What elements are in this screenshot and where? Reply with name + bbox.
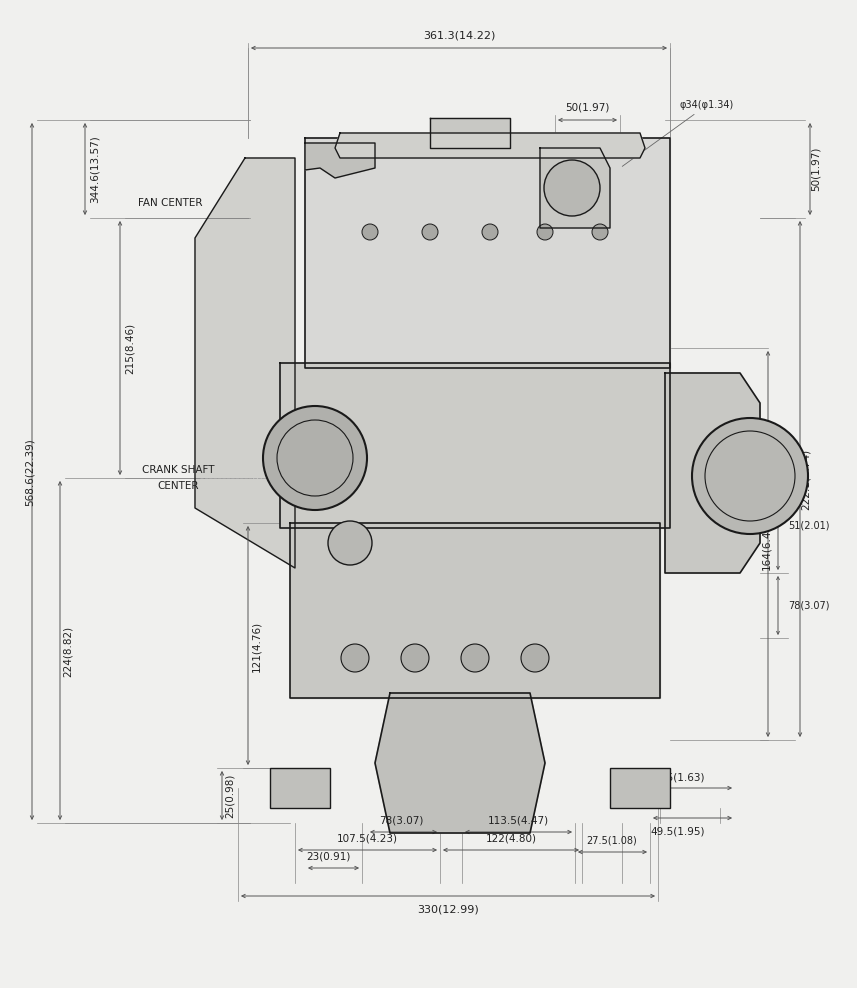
Text: 344.6(13.57): 344.6(13.57) — [90, 135, 100, 203]
Text: 27.5(1.08): 27.5(1.08) — [587, 835, 638, 845]
Bar — [270, 768, 330, 808]
Circle shape — [362, 224, 378, 240]
Bar — [610, 768, 670, 808]
Polygon shape — [665, 373, 760, 573]
Text: 361.3(14.22): 361.3(14.22) — [423, 31, 495, 41]
Circle shape — [461, 644, 489, 672]
Circle shape — [401, 644, 429, 672]
Circle shape — [544, 160, 600, 216]
Text: 78(3.07): 78(3.07) — [788, 601, 830, 611]
Text: CENTER: CENTER — [157, 481, 199, 491]
Polygon shape — [290, 523, 660, 698]
Text: 50(1.97): 50(1.97) — [811, 147, 821, 192]
Text: 330(12.99): 330(12.99) — [417, 904, 479, 914]
Text: 23(0.91): 23(0.91) — [306, 851, 351, 861]
Circle shape — [341, 644, 369, 672]
Text: 107.5(4.23): 107.5(4.23) — [337, 833, 398, 843]
Text: 224(8.82): 224(8.82) — [63, 625, 73, 677]
Polygon shape — [375, 693, 545, 833]
Text: 121(4.76): 121(4.76) — [251, 620, 261, 672]
Polygon shape — [335, 133, 645, 158]
Polygon shape — [195, 158, 295, 568]
Polygon shape — [540, 148, 610, 228]
Text: 51(2.01): 51(2.01) — [788, 521, 830, 531]
Text: FAN CENTER: FAN CENTER — [138, 198, 202, 208]
Text: φ34(φ1.34): φ34(φ1.34) — [622, 100, 734, 166]
Polygon shape — [280, 363, 670, 528]
Text: 122(4.80): 122(4.80) — [486, 833, 536, 843]
Circle shape — [537, 224, 553, 240]
Text: CRANK SHAFT: CRANK SHAFT — [141, 465, 214, 475]
Polygon shape — [430, 118, 510, 148]
Polygon shape — [305, 143, 375, 178]
Text: 25(0.98): 25(0.98) — [225, 774, 235, 818]
Text: 49.5(1.95): 49.5(1.95) — [650, 826, 704, 836]
Circle shape — [521, 644, 549, 672]
Circle shape — [482, 224, 498, 240]
Text: 568.6(22.39): 568.6(22.39) — [25, 438, 35, 506]
Text: 41.5(1.63): 41.5(1.63) — [650, 773, 704, 783]
Circle shape — [592, 224, 608, 240]
Text: 78(3.07): 78(3.07) — [379, 815, 423, 825]
Circle shape — [422, 224, 438, 240]
Circle shape — [692, 418, 808, 534]
Text: 164(6.46): 164(6.46) — [761, 519, 771, 569]
Circle shape — [263, 406, 367, 510]
Text: 113.5(4.47): 113.5(4.47) — [488, 815, 548, 825]
Text: 215(8.46): 215(8.46) — [125, 322, 135, 373]
Circle shape — [328, 521, 372, 565]
Text: 14(0.55): 14(0.55) — [750, 464, 788, 473]
Polygon shape — [305, 138, 670, 368]
Text: 222.1(8.74): 222.1(8.74) — [801, 449, 811, 510]
Text: 50(1.97): 50(1.97) — [565, 103, 609, 113]
